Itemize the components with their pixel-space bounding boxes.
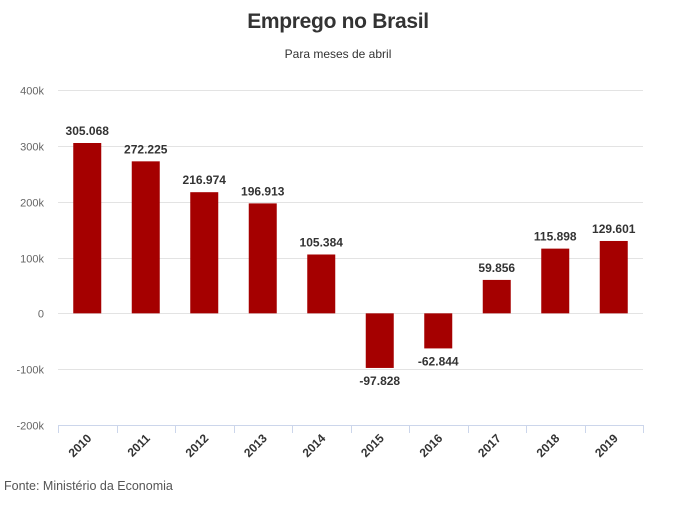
- data-label: 105.384: [300, 235, 344, 249]
- x-tick-label: 2019: [592, 431, 621, 460]
- y-tick-label: 300k: [20, 142, 44, 154]
- x-tick-label: 2013: [241, 431, 270, 460]
- x-tick-label: 2012: [183, 431, 212, 460]
- data-label: 272.225: [124, 142, 168, 156]
- y-tick-label: 0: [38, 309, 44, 321]
- bar: [424, 313, 453, 349]
- bar: [248, 203, 277, 314]
- bar-chart: 400k 300k 200k 100k 0 -100k -200k 305.068 2010 27…: [16, 86, 644, 460]
- y-tick-label: 400k: [20, 86, 44, 98]
- data-label: -62.844: [418, 354, 459, 368]
- bar: [307, 254, 336, 314]
- x-tick-label: 2016: [417, 431, 446, 460]
- x-tick-label: 2017: [475, 431, 504, 460]
- chart-subtitle: Para meses de abril: [284, 47, 392, 61]
- bar: [482, 279, 511, 314]
- x-tick-label: 2014: [300, 431, 329, 460]
- source-note: Fonte: Ministério da Economia: [4, 479, 173, 493]
- data-label: 196.913: [241, 184, 285, 198]
- bar: [365, 313, 394, 368]
- x-tick-label: 2018: [534, 431, 563, 460]
- bar: [73, 143, 102, 314]
- y-tick-label: 100k: [20, 254, 44, 266]
- y-tick-label: 200k: [20, 198, 44, 210]
- bar: [541, 248, 570, 314]
- data-label: 115.898: [534, 230, 577, 244]
- x-tick-label: 2015: [358, 431, 387, 460]
- chart-title: Emprego no Brasil: [247, 10, 429, 33]
- data-label: 59.856: [478, 261, 515, 275]
- bar: [599, 240, 628, 314]
- y-tick-label: -100k: [16, 365, 44, 377]
- data-label: 305.068: [66, 124, 110, 138]
- y-tick-label: -200k: [16, 421, 44, 433]
- data-label: -97.828: [359, 374, 400, 388]
- bar: [190, 192, 219, 314]
- bar: [131, 161, 160, 314]
- data-label: 129.601: [592, 222, 636, 236]
- x-tick-label: 2011: [125, 431, 154, 460]
- x-tick-label: 2010: [66, 431, 95, 460]
- data-label: 216.974: [183, 173, 227, 187]
